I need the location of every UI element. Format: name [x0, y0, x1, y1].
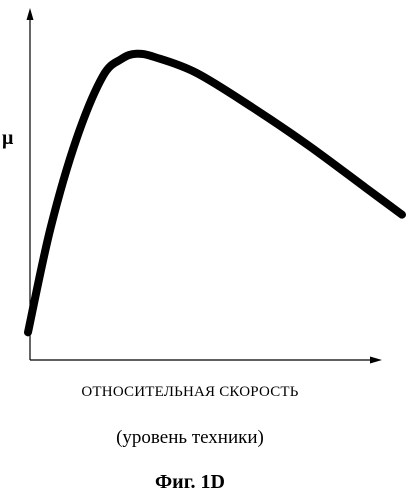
x-axis-arrow	[370, 356, 382, 364]
plot-area	[24, 49, 406, 337]
x-axis-label: ОТНОСИТЕЛЬНАЯ СКОРОСТЬ	[81, 384, 299, 400]
series-line-0	[24, 49, 406, 337]
chart-subtitle: (уровень техники)	[116, 427, 264, 448]
y-axis-label: μ	[2, 127, 14, 149]
figure-caption: Фиг. 1D	[155, 471, 225, 493]
y-axis-arrow	[26, 8, 34, 20]
